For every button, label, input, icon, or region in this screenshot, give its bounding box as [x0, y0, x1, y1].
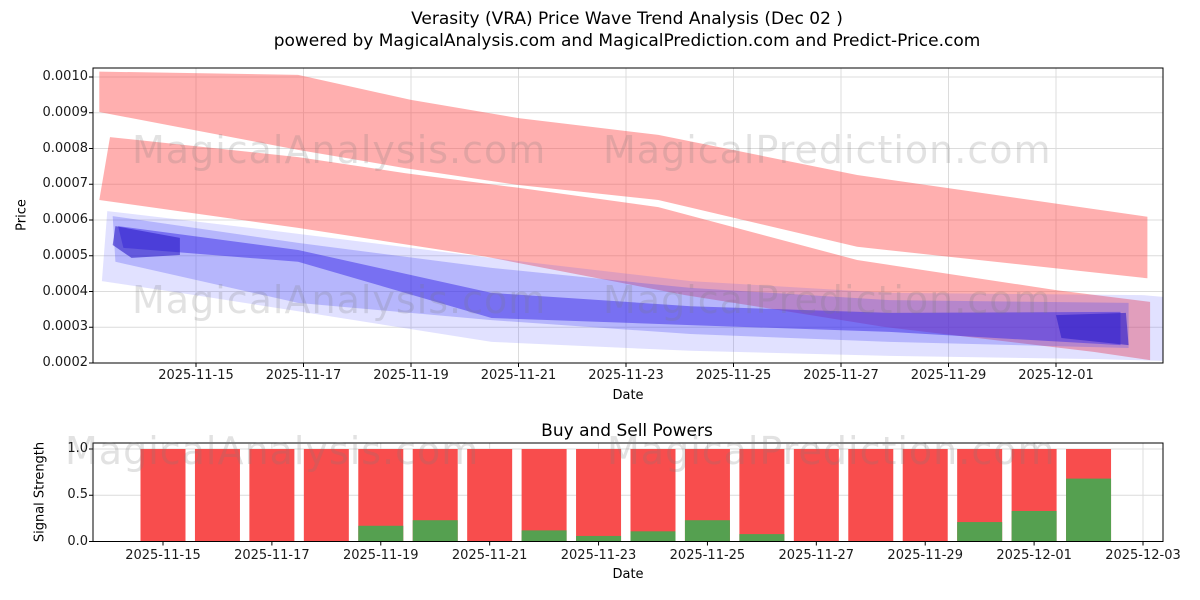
- signal-xtick-label: 2025-12-01: [996, 547, 1072, 563]
- sell-bar-2025-11-22: [521, 449, 567, 542]
- buy-bar-2025-12-02: [1066, 478, 1112, 542]
- signal-ytick-label: 1.0: [67, 441, 88, 456]
- price-xtick-label: 2025-11-27: [803, 368, 879, 383]
- price-ytick-label: 0.0005: [42, 247, 89, 263]
- price-xtick-label: 2025-11-15: [158, 368, 234, 383]
- price-ytick-label: 0.0004: [42, 283, 89, 299]
- blue-core-right-blob: [1056, 312, 1129, 346]
- price-xtick-label: 2025-11-25: [695, 368, 772, 383]
- red-trend-band-lower: [99, 137, 1151, 361]
- buy-bar-2025-11-26: [739, 534, 785, 542]
- buy-bar-2025-11-30: [957, 522, 1003, 542]
- signal-axis-label: Signal Strength: [32, 441, 48, 543]
- signal-ytick-label: 0.5: [67, 487, 88, 503]
- date-axis-label-top: Date: [612, 388, 644, 403]
- signal-plot-border: [92, 442, 1164, 542]
- signal-xtick-label: 2025-11-27: [778, 547, 855, 563]
- signal-xtick-label: 2025-11-25: [669, 547, 746, 563]
- sell-bar-2025-11-16: [194, 449, 240, 542]
- sell-bar-2025-11-18: [303, 449, 349, 542]
- watermark-analysis-bottom: MagicalAnalysis.com: [65, 429, 480, 473]
- sell-bar-2025-11-21: [467, 449, 513, 542]
- price-ytick-label: 0.0009: [42, 104, 89, 120]
- buy-bar-2025-11-25: [684, 520, 730, 542]
- blue-core-left-blob: [112, 226, 180, 258]
- bottom-chart-title: Buy and Sell Powers: [541, 421, 713, 441]
- buy-bar-2025-12-01: [1011, 510, 1057, 542]
- signal-xtick-label: 2025-11-23: [560, 547, 637, 563]
- signal-ytick-label: 0.0: [67, 533, 88, 549]
- price-axis-label: Price: [14, 199, 30, 231]
- signal-xtick-label: 2025-11-29: [887, 547, 963, 563]
- sell-bar-2025-11-24: [630, 449, 676, 542]
- date-axis-label-bottom: Date: [612, 567, 644, 582]
- sell-bar-2025-11-23: [576, 449, 622, 542]
- sell-bar-2025-11-17: [249, 449, 295, 542]
- price-xtick-label: 2025-11-29: [910, 368, 987, 383]
- buy-bar-2025-11-20: [412, 520, 458, 542]
- buy-bar-2025-11-23: [576, 535, 622, 542]
- signal-xtick-label: 2025-12-03: [1105, 547, 1181, 563]
- price-ytick-label: 0.0002: [42, 355, 89, 370]
- signal-xtick-label: 2025-11-17: [234, 547, 310, 563]
- sell-bar-2025-11-15: [140, 449, 186, 542]
- price-xtick-label: 2025-11-23: [588, 368, 664, 383]
- sell-bar-2025-11-29: [902, 449, 948, 542]
- watermark-prediction-top: MagicalPrediction.com: [603, 128, 1052, 172]
- sell-bar-2025-11-26: [739, 449, 785, 542]
- buy-bar-2025-11-24: [630, 531, 676, 542]
- price-ytick-label: 0.0003: [42, 319, 89, 335]
- price-xtick-label: 2025-11-21: [480, 368, 557, 383]
- buy-bar-2025-11-22: [521, 530, 567, 542]
- red-trend-band-upper: [99, 71, 1148, 279]
- blue-wave-core: [118, 226, 1121, 346]
- buy-bar-2025-11-19: [358, 525, 404, 542]
- price-ytick-label: 0.0010: [42, 69, 89, 84]
- figure-subtitle: powered by MagicalAnalysis.com and Magic…: [273, 31, 981, 51]
- watermark-analysis-mid: MagicalAnalysis.com: [132, 278, 547, 322]
- price-ytick-label: 0.0007: [42, 176, 89, 192]
- price-xtick-label: 2025-12-01: [1018, 368, 1094, 383]
- price-xtick-label: 2025-11-19: [373, 368, 449, 383]
- sell-bar-2025-11-28: [848, 449, 894, 542]
- watermark-prediction-bottom: MagicalPrediction.com: [607, 429, 1056, 473]
- signal-xtick-label: 2025-11-21: [451, 547, 528, 563]
- figure-title: Verasity (VRA) Price Wave Trend Analysis…: [411, 9, 843, 29]
- price-ytick-label: 0.0006: [42, 212, 89, 227]
- price-ytick-label: 0.0008: [42, 140, 89, 156]
- signal-xtick-label: 2025-11-15: [125, 547, 201, 563]
- sell-bar-2025-11-27: [793, 449, 839, 542]
- price-plot-border: [92, 67, 1164, 364]
- watermark-prediction-mid: MagicalPrediction.com: [603, 278, 1052, 322]
- price-xtick-label: 2025-11-17: [265, 368, 342, 383]
- signal-xtick-label: 2025-11-19: [342, 547, 419, 563]
- watermark-analysis-top: MagicalAnalysis.com: [132, 128, 547, 172]
